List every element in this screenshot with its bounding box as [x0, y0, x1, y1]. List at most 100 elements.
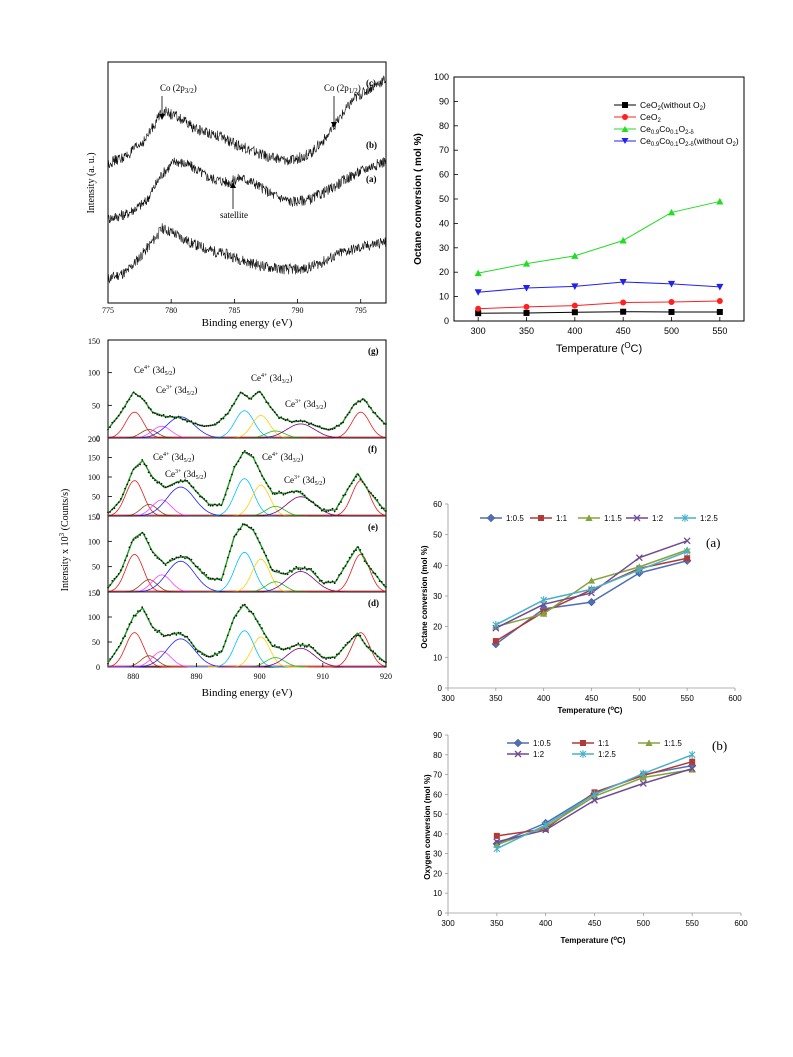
- xps-ce3d-data-point: [286, 573, 289, 576]
- xps-ce3d-component: [218, 430, 333, 439]
- xps-ce3d-data-point: [216, 654, 219, 657]
- xps-ce3d-data-point: [286, 491, 289, 494]
- xps-ce3d-data-point: [370, 649, 372, 652]
- xps-ce3d-data-point: [216, 421, 219, 424]
- xps-ce3d-data-point: [207, 655, 210, 658]
- xps-ce3d-data-point: [338, 503, 340, 506]
- xps-ce3d-data-point: [365, 562, 368, 564]
- xps-ce3d-component: [108, 425, 219, 439]
- xps-ce3d-data-point: [263, 478, 265, 481]
- xps-ce3d-data-point: [119, 569, 122, 572]
- ratio-point-1: [540, 608, 547, 615]
- xps-ce3d-data-point: [342, 494, 345, 497]
- xps-ce3d-data-point: [267, 559, 270, 562]
- xps-ce3d-data-point: [246, 451, 248, 454]
- xps-ce3d-data-point: [380, 419, 383, 422]
- ratio-point-1: [640, 772, 647, 779]
- xps-ce3d-data-point: [241, 392, 244, 395]
- xps-ce3d-data-point: [167, 485, 169, 488]
- xps-ce3d-data-point: [346, 488, 349, 491]
- xps-ce3d-envelope: [107, 390, 387, 431]
- xps-ce3d-envelope: [107, 451, 387, 515]
- xps-ce3d-data-point: [164, 634, 167, 637]
- xps-ce3d-component: [187, 410, 302, 439]
- ratio-point-0: [639, 770, 648, 779]
- octane-temp-point-2: [474, 269, 482, 277]
- xps-ce3d-data-point: [376, 655, 379, 658]
- xps-ce3d-data-point: [378, 417, 381, 420]
- xps-ce3d-data-point: [376, 415, 379, 418]
- xps-ce3d-data-point: [237, 460, 240, 463]
- octane-temp-ytick-label: 30: [439, 243, 449, 253]
- xps-ce3d-data-point: [276, 492, 278, 495]
- xps-ce3d-data-point: [137, 395, 139, 397]
- xps-ce3d-component: [108, 574, 219, 593]
- xps-ce3d-data-point: [196, 423, 199, 426]
- xps-ce3d-data-point: [205, 655, 208, 658]
- octane-temp-point-2: [571, 252, 579, 259]
- ratio-ytick-label: 40: [433, 561, 442, 570]
- xps-ce3d-data-point: [261, 393, 263, 396]
- xps-ce3d-ytick-label: 100: [88, 369, 100, 378]
- ce4-3d52-annotation-f: Ce4+ (3d5/2): [153, 452, 194, 464]
- xps-ce3d-data-point: [346, 560, 349, 563]
- xps-ce3d-data-point: [331, 428, 334, 430]
- ratio-xtick-label: 550: [680, 694, 694, 703]
- xps-ce3d-data-point: [299, 419, 302, 422]
- xps-ce3d-data-point: [126, 555, 129, 557]
- ratio-point-4: [688, 750, 696, 759]
- ratio-point-4: [492, 620, 500, 629]
- xps-ce3d-ytick-label: 150: [88, 454, 100, 463]
- xps-ce3d-data-point: [365, 401, 368, 403]
- xps-ce3d-data-point: [139, 395, 142, 397]
- xps-ce3d-component: [107, 632, 188, 668]
- xps-ce3d-data-point: [344, 644, 347, 646]
- xps-ce3d-data-point: [192, 486, 195, 489]
- xps-ce3d-data-point: [335, 653, 338, 656]
- xps-ce3d-data-point: [312, 570, 315, 573]
- xps-ce3d-data-point: [278, 570, 280, 573]
- ratio-point-0: [687, 761, 697, 770]
- xps-ce3d-data-point: [224, 565, 227, 568]
- xps-ce3d-data-point: [130, 621, 133, 624]
- xps-ce3d-data-point: [237, 394, 240, 397]
- xps-ce3d-panel-f: 0 50 100 150 200 (f): [88, 435, 387, 521]
- ratio-point-4: [540, 596, 548, 604]
- xps-ce3d-data-point: [308, 499, 310, 501]
- xps-ce3d-data-point: [214, 503, 216, 506]
- xps-ce3d-data-point: [207, 504, 210, 506]
- xps-ce3d-data-point: [380, 581, 383, 583]
- xps-co2p-xtick-label: 780: [165, 306, 177, 315]
- xps-ce3d-data-point: [134, 393, 137, 395]
- xps-ce3d-data-point: [383, 422, 385, 425]
- xps-ce3d-component: [207, 414, 314, 439]
- xps-ce3d-data-point: [122, 565, 124, 568]
- xps-ce3d-data-point: [107, 428, 109, 431]
- xps-ce3d-data-point: [175, 556, 178, 559]
- xps-ce3d-data-point: [186, 557, 189, 559]
- octane-temp-xtick-label: 400: [567, 326, 582, 336]
- xps-ce3d-data-point: [205, 500, 208, 502]
- xps-ce3d-data-point: [271, 492, 274, 495]
- ratio-point-4: [635, 566, 643, 574]
- xps-ce3d-data-point: [314, 424, 317, 427]
- xps-ce3d-data-point: [233, 403, 236, 405]
- xps-ce3d-data-point: [303, 566, 306, 569]
- xps-ce3d-data-point: [353, 635, 355, 638]
- oxygen-ratio-panel-label: (b): [712, 738, 727, 753]
- xps-ce3d-panel-label: (f): [368, 444, 377, 454]
- ratio-point-2: [635, 563, 643, 570]
- xps-ce3d-data-point: [297, 420, 300, 423]
- octane-temp-point-1: [523, 303, 530, 310]
- xps-ce3d-data-point: [192, 422, 195, 425]
- xps-ce3d-data-point: [318, 653, 321, 656]
- oxygen-ratio-ylabel: Oxygen conversion (mol %): [423, 774, 432, 880]
- xps-ce3d-data-point: [192, 562, 195, 564]
- xps-ce3d-data-point: [222, 498, 225, 501]
- xps-ce3d-data-point: [162, 635, 165, 638]
- octane-temp-point-2: [619, 236, 627, 244]
- xps-ce3d-data-point: [256, 620, 259, 623]
- xps-ce3d-data-point: [186, 420, 189, 423]
- label-c: (c): [366, 78, 376, 88]
